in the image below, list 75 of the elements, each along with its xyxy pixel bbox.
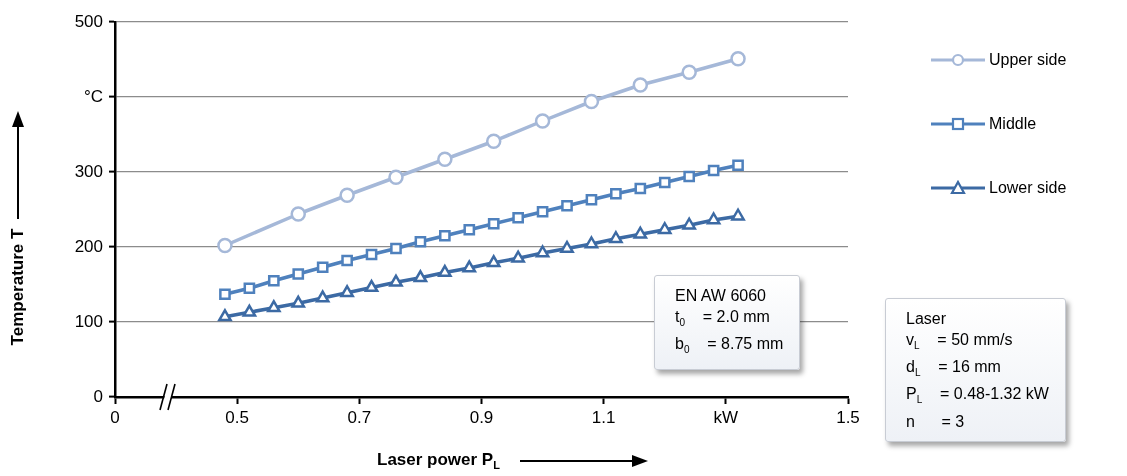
point (584, 236, 599, 249)
point (682, 217, 697, 230)
point (341, 254, 353, 267)
point (534, 113, 551, 129)
point (217, 237, 233, 254)
x-tick-label: 0.7 (347, 407, 372, 427)
point (535, 245, 550, 258)
point (340, 285, 354, 298)
point (364, 279, 379, 292)
point (292, 268, 305, 280)
point (512, 211, 524, 224)
point (316, 261, 329, 274)
point (242, 304, 257, 317)
y-tick-label: 0 (93, 386, 103, 406)
point (485, 133, 502, 149)
point (219, 288, 231, 301)
point (290, 206, 306, 222)
point (339, 187, 355, 203)
y-tick-label: 500 (74, 11, 103, 31)
y-tick-label: 100 (74, 311, 103, 331)
point (437, 264, 452, 277)
point (487, 217, 500, 230)
point (315, 290, 330, 303)
point (706, 212, 721, 225)
point (267, 274, 280, 287)
point (633, 226, 648, 239)
point (462, 260, 477, 273)
x-tick-label: 1.1 (591, 407, 616, 427)
point (658, 176, 671, 189)
x-tick-label: 1.5 (836, 407, 860, 427)
point (536, 205, 549, 218)
point (583, 93, 600, 110)
point (634, 182, 647, 195)
point (632, 77, 649, 93)
point (437, 151, 453, 167)
point (560, 240, 574, 253)
point (609, 231, 623, 244)
point (218, 309, 232, 322)
point (486, 255, 501, 268)
legend-label: Upper side (989, 51, 1067, 69)
point (681, 64, 697, 80)
y-tick-label: 200 (74, 236, 103, 256)
y-tick-label: °C (83, 86, 103, 106)
point (389, 274, 403, 287)
y-tick-label: 300 (74, 161, 103, 181)
point (414, 235, 427, 248)
legend-label: Middle (989, 115, 1037, 133)
point (610, 187, 622, 200)
point (439, 229, 451, 242)
x-tick-label: 0 (110, 407, 120, 427)
point (291, 295, 306, 308)
point (657, 222, 672, 235)
point (730, 51, 746, 67)
y-axis-title: Temperature T (7, 228, 28, 346)
x-tick-label: 0.9 (469, 407, 494, 427)
x-axis-title: Laser power P$_{L}$ (377, 450, 500, 472)
legend-label: Lower side (989, 179, 1067, 197)
point (561, 199, 573, 212)
point (683, 170, 696, 183)
x-tick-label: kW (713, 407, 739, 427)
point (731, 208, 745, 221)
point (413, 270, 428, 283)
point (266, 300, 281, 313)
point (390, 242, 402, 255)
x-tick-label: 0.5 (225, 407, 249, 427)
point (585, 193, 598, 206)
point (707, 164, 720, 177)
text: EN AW 6060 t$_{0}$ = 2.0 mm b$_{0}$ = 8.75 mm (675, 287, 784, 356)
point (732, 159, 744, 172)
point (463, 223, 476, 236)
text: Laser v$_{L}$ = 50 mm/s d$_{L}$ = 16 mm P$_{L}$ = 0.48-1.32 kW n = 3 (906, 310, 1049, 430)
point (243, 282, 256, 295)
point (388, 169, 404, 185)
point (365, 248, 378, 261)
point (511, 250, 526, 263)
